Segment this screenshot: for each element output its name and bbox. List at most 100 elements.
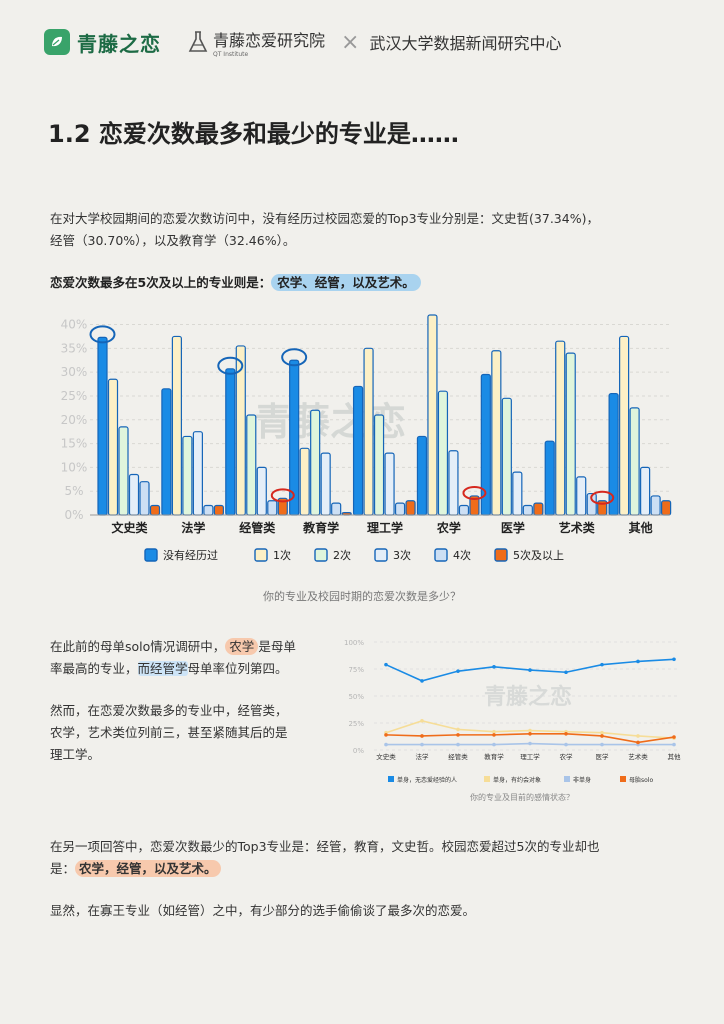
mid-text-1a: 在此前的母单solo情况调研中，	[50, 639, 226, 654]
line-point	[420, 742, 424, 747]
legend-label: 4次	[453, 548, 471, 562]
line-watermark: 青藤之恋	[484, 684, 572, 710]
line-point	[492, 665, 496, 669]
bar	[555, 340, 566, 516]
mid-paragraph-2: 然而，在恋爱次数最多的专业中，经管类， 农学，艺术类位列前三，甚至紧随其后的是 …	[50, 700, 288, 766]
x-tick-label: 文史类	[111, 520, 148, 535]
bar	[118, 426, 129, 516]
legend-swatch	[434, 548, 448, 562]
line-point	[456, 727, 460, 732]
bar	[640, 466, 651, 516]
intro-highlight-line: 恋爱次数最多在5次及以上的专业则是： 农学、经管，以及艺术。	[50, 272, 421, 294]
legend-swatch	[374, 548, 388, 562]
line-point	[564, 670, 568, 675]
bar	[427, 314, 438, 516]
x-tick-label: 理工学	[367, 520, 403, 535]
x-tick-label: 农学	[436, 520, 461, 535]
line-point	[492, 742, 496, 747]
mid-text-2c: 母单率位列第四。	[187, 661, 288, 676]
legend-swatch	[254, 548, 268, 562]
y-tick-label: 0%	[64, 508, 83, 522]
bar	[182, 435, 193, 516]
line-point	[636, 659, 640, 664]
line-point	[528, 732, 532, 736]
y-tick-label: 35%	[61, 341, 88, 355]
line-point	[492, 729, 496, 734]
line-legend-label: 母胎solo	[629, 776, 653, 784]
bar	[544, 440, 555, 516]
line-y-tick: 0%	[353, 747, 364, 755]
bar	[331, 502, 342, 516]
line-x-tick: 其他	[668, 752, 682, 761]
intro-highlight: 农学、经管，以及艺术。	[271, 274, 421, 291]
bar	[352, 385, 364, 516]
line-y-tick: 100%	[344, 639, 364, 647]
bar	[171, 335, 182, 516]
line-legend-label: 单身，有约会对象	[493, 776, 541, 784]
line-legend-label: 单身，无恋爱经验的人	[397, 776, 457, 784]
y-tick-label: 40%	[61, 318, 88, 332]
institute-name: 青藤恋爱研究院	[213, 30, 326, 50]
y-tick-label: 15%	[61, 437, 88, 451]
line-x-tick: 经管类	[448, 752, 468, 761]
line-point	[492, 733, 496, 737]
line-point	[384, 742, 388, 747]
bar	[213, 504, 224, 516]
mid-p2-line-3: 理工学。	[50, 747, 101, 762]
bottom-highlight: 农学，经管，以及艺术。	[75, 860, 221, 877]
y-tick-label: 30%	[61, 365, 88, 379]
bar	[161, 388, 172, 516]
line-point	[384, 733, 388, 737]
x-tick-label: 艺术类	[559, 520, 596, 535]
bar	[384, 452, 395, 516]
bar	[458, 504, 470, 516]
bar	[310, 409, 321, 516]
line-y-tick: 75%	[348, 666, 364, 674]
bar	[373, 414, 385, 516]
bar	[650, 495, 661, 516]
mid-p2-line-1: 然而，在恋爱次数最多的专业中，经管类，	[50, 703, 288, 718]
bar	[416, 435, 428, 516]
x-tick-label: 教育学	[302, 520, 339, 535]
bar	[512, 471, 523, 516]
line-point	[672, 742, 676, 747]
line-x-tick: 教育学	[484, 752, 504, 761]
bar	[448, 450, 459, 516]
line-point	[528, 728, 532, 733]
line-x-tick: 法学	[416, 752, 430, 761]
bar	[619, 335, 630, 516]
bottom-paragraph: 在另一项回答中，恋爱次数最少的Top3专业是：经管，教育，文史哲。校园恋爱超过5…	[50, 836, 600, 880]
line-point	[420, 734, 424, 738]
legend-label: 2次	[333, 548, 351, 562]
line-point	[528, 668, 532, 672]
header: 青藤之恋 青藤恋爱研究院 QT Institute × 武汉大学数据新闻研究中心	[44, 26, 561, 58]
line-x-tick: 医学	[596, 752, 610, 761]
bar	[203, 504, 214, 516]
mid-text-1c: 是母单	[258, 639, 296, 654]
bar	[128, 473, 140, 516]
line-point	[600, 734, 604, 738]
bar	[565, 352, 576, 516]
bar	[363, 347, 374, 516]
line-point	[636, 734, 640, 738]
x-tick-label: 其他	[629, 520, 653, 535]
annotation-circle-red	[270, 488, 295, 503]
y-tick-label: 25%	[61, 389, 88, 403]
mid-text-2a: 率最高的专业，	[50, 661, 138, 676]
partner-name: 武汉大学数据新闻研究中心	[369, 34, 562, 53]
line-point	[636, 740, 640, 745]
line-point	[528, 741, 532, 746]
cross-mark: ×	[341, 29, 360, 55]
x-tick-label: 医学	[501, 520, 525, 535]
line-point	[672, 657, 676, 662]
bar	[107, 378, 119, 516]
line-y-tick: 25%	[348, 720, 364, 728]
institute-subtitle: QT Institute	[213, 50, 249, 58]
bar	[437, 390, 449, 516]
y-tick-label: 20%	[61, 413, 88, 427]
line-x-tick: 理工学	[520, 752, 540, 761]
annotation-circle-red	[590, 490, 615, 505]
mid-highlight-agri: 农学	[225, 638, 259, 655]
legend-swatch	[314, 548, 328, 562]
